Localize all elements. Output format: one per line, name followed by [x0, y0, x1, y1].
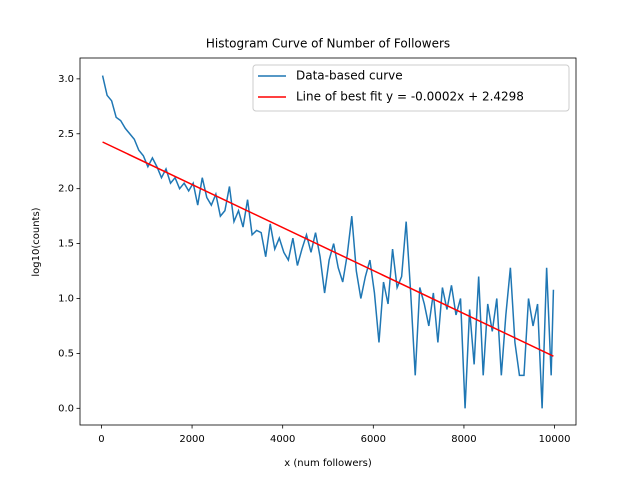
y-tick-label: 0.5: [58, 348, 74, 359]
y-tick-label: 1.0: [58, 293, 74, 304]
x-tick-label: 2000: [179, 434, 204, 445]
y-tick-label: 0.0: [58, 403, 74, 414]
x-tick-label: 0: [98, 434, 104, 445]
chart-title: Histogram Curve of Number of Followers: [206, 37, 450, 51]
legend-label: Data-based curve: [296, 69, 403, 83]
y-tick-label: 3.0: [58, 74, 74, 85]
y-axis-label: log10(counts): [31, 207, 42, 276]
legend-box: [252, 64, 570, 112]
x-axis-label: x (num followers): [284, 458, 372, 469]
x-tick-label: 4000: [270, 434, 295, 445]
legend-label: Line of best fit y = -0.0002x + 2.4298: [296, 90, 524, 104]
y-tick-label: 2.5: [58, 129, 74, 140]
y-tick-label: 2.0: [58, 184, 74, 195]
y-tick-label: 1.5: [58, 239, 74, 250]
data-line: [101, 75, 555, 409]
axes-frame: [79, 57, 577, 426]
x-tick-label: 10000: [539, 434, 571, 445]
data-line: [102, 141, 554, 357]
x-tick-label: 8000: [451, 434, 476, 445]
x-tick-label: 6000: [361, 434, 386, 445]
